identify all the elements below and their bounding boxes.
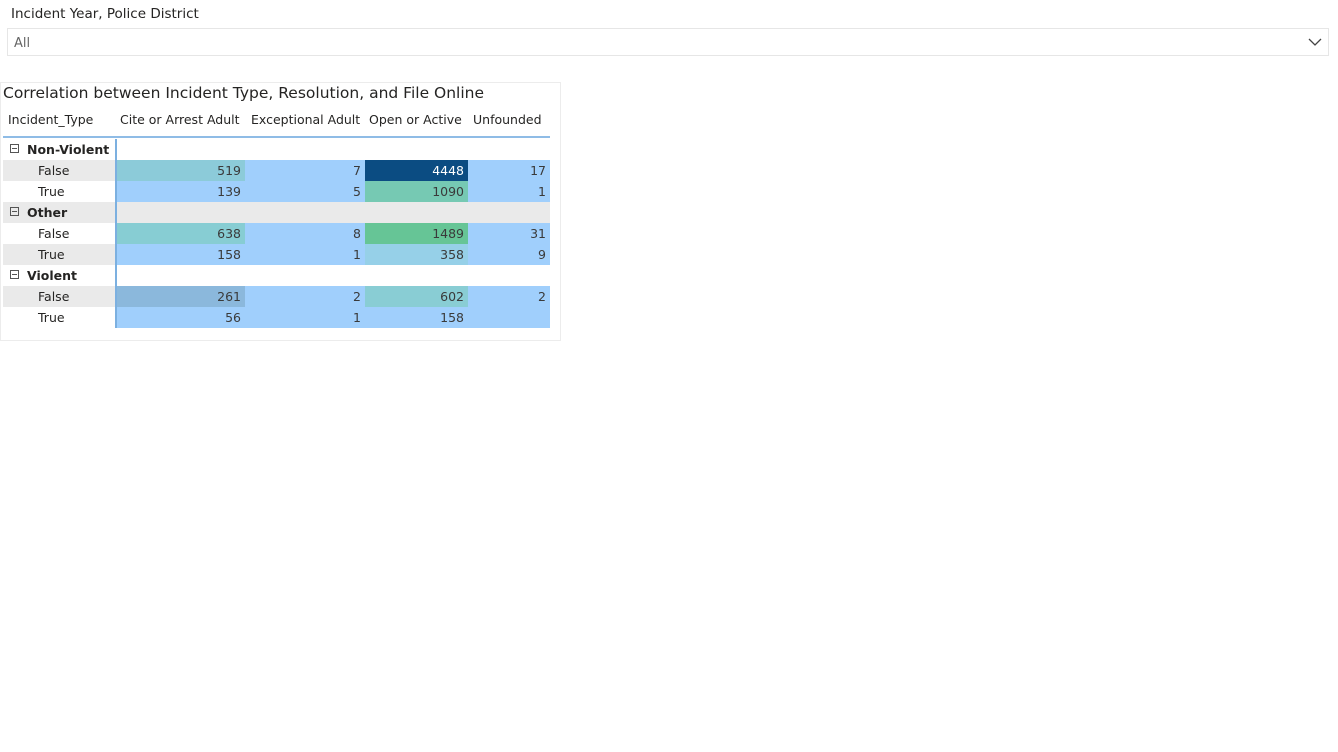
value-cell[interactable]: 17 [468, 160, 550, 181]
row-label: False [38, 226, 70, 241]
table-row: True 139 5 1090 1 [3, 181, 550, 202]
group-row: Non-Violent [3, 139, 550, 160]
row-label: True [38, 184, 65, 199]
value-cell[interactable]: 1 [468, 181, 550, 202]
value-cell[interactable]: 4448 [365, 160, 468, 181]
column-header[interactable]: Exceptional Adult [251, 112, 361, 127]
group-label: Non-Violent [3, 139, 115, 160]
group-label: Violent [3, 265, 115, 286]
value-cell[interactable]: 8 [245, 223, 365, 244]
value-cell[interactable]: 602 [365, 286, 468, 307]
row-label: False [3, 160, 115, 181]
value-cell[interactable]: 1 [245, 244, 365, 265]
row-header-divider [115, 202, 117, 223]
value-cell[interactable]: 638 [117, 223, 245, 244]
row-header-divider [115, 223, 117, 244]
row-label: True [3, 244, 115, 265]
value-cell[interactable]: 158 [117, 244, 245, 265]
value-cell[interactable]: 519 [117, 160, 245, 181]
value-cell[interactable] [468, 307, 550, 328]
collapse-icon[interactable] [10, 144, 19, 153]
group-band [117, 202, 550, 223]
value-cell[interactable]: 5 [245, 181, 365, 202]
row-header-divider [115, 307, 117, 328]
value-cell[interactable]: 1489 [365, 223, 468, 244]
chevron-down-icon [1308, 38, 1322, 46]
slicer-dropdown[interactable]: All [7, 28, 1329, 56]
value-cell[interactable]: 139 [117, 181, 245, 202]
value-cell[interactable]: 9 [468, 244, 550, 265]
group-row: Violent [3, 265, 550, 286]
value-cell[interactable]: 1 [245, 307, 365, 328]
table-row: False 638 8 1489 31 [3, 223, 550, 244]
slicer-selected-value: All [14, 36, 31, 51]
value-cell[interactable]: 358 [365, 244, 468, 265]
collapse-icon[interactable] [10, 270, 19, 279]
value-cell[interactable]: 2 [245, 286, 365, 307]
slicer-title: Incident Year, Police District [11, 6, 199, 22]
row-header-divider [115, 286, 117, 307]
table-row: True 158 1 358 9 [3, 244, 550, 265]
row-header-divider [115, 160, 117, 181]
column-header[interactable]: Cite or Arrest Adult [120, 112, 240, 127]
visual-title: Correlation between Incident Type, Resol… [3, 84, 485, 102]
row-header-divider [115, 244, 117, 265]
row-label: True [38, 310, 65, 325]
row-header-divider [115, 139, 117, 160]
group-row: Other [3, 202, 550, 223]
value-cell[interactable]: 7 [245, 160, 365, 181]
column-header-incident-type[interactable]: Incident_Type [8, 112, 94, 127]
value-cell[interactable]: 158 [365, 307, 468, 328]
group-label: Other [3, 202, 115, 223]
row-header-divider [115, 265, 117, 286]
value-cell[interactable]: 56 [117, 307, 245, 328]
header-divider [3, 136, 550, 138]
table-row: False 261 2 602 2 [3, 286, 550, 307]
column-header[interactable]: Open or Active [369, 112, 462, 127]
collapse-icon[interactable] [10, 207, 19, 216]
value-cell[interactable]: 31 [468, 223, 550, 244]
value-cell[interactable]: 1090 [365, 181, 468, 202]
value-cell[interactable]: 261 [117, 286, 245, 307]
matrix-visual: Correlation between Incident Type, Resol… [0, 82, 561, 341]
value-cell[interactable]: 2 [468, 286, 550, 307]
row-header-divider [115, 181, 117, 202]
table-row: False 519 7 4448 17 [3, 160, 550, 181]
column-header[interactable]: Unfounded [473, 112, 542, 127]
table-row: True 56 1 158 [3, 307, 550, 328]
row-label: False [3, 286, 115, 307]
